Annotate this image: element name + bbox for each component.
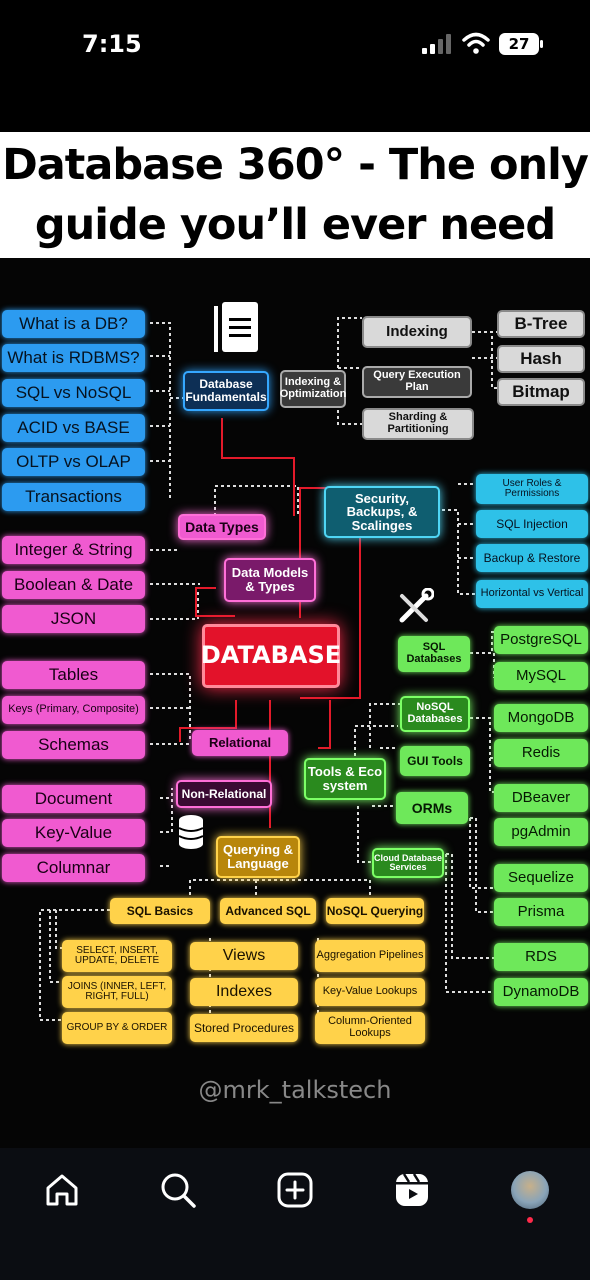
security-item[interactable]: User Roles & Permissions bbox=[476, 474, 588, 504]
sql-databases-node[interactable]: SQL Databases bbox=[398, 636, 470, 672]
battery-tip bbox=[540, 40, 543, 48]
orms-node[interactable]: ORMs bbox=[396, 792, 468, 824]
relational-item[interactable]: Tables bbox=[2, 661, 145, 689]
title-line-2: guide you’ll ever need bbox=[34, 200, 556, 250]
tools-icon bbox=[399, 588, 434, 623]
security-item[interactable]: SQL Injection bbox=[476, 510, 588, 538]
status-time: 7:15 bbox=[82, 30, 142, 58]
security-hub[interactable]: Security, Backups, & Scalinges bbox=[324, 486, 440, 538]
query-heading[interactable]: Advanced SQL bbox=[220, 898, 316, 924]
fundamentals-item[interactable]: SQL vs NoSQL bbox=[2, 379, 145, 407]
database-infographic: What is a DB? What is RDBMS? SQL vs NoSQ… bbox=[0, 258, 590, 1148]
security-item[interactable]: Backup & Restore bbox=[476, 544, 588, 572]
relational-item[interactable]: Schemas bbox=[2, 731, 145, 759]
relational-item[interactable]: Keys (Primary, Composite) bbox=[2, 696, 145, 724]
data-type-item[interactable]: Boolean & Date bbox=[2, 571, 145, 599]
document-icon bbox=[214, 302, 258, 352]
battery-indicator: 27 bbox=[499, 33, 539, 55]
query-item[interactable]: SELECT, INSERT, UPDATE, DELETE bbox=[62, 940, 172, 972]
index-type-item[interactable]: Bitmap bbox=[497, 378, 585, 406]
database-fundamentals-hub[interactable]: Database Fundamentals bbox=[183, 371, 269, 411]
query-item[interactable]: Views bbox=[190, 942, 298, 970]
fundamentals-item[interactable]: ACID vs BASE bbox=[2, 414, 145, 442]
query-heading[interactable]: NoSQL Querying bbox=[326, 898, 424, 924]
wifi-icon bbox=[462, 32, 490, 54]
querying-language-hub[interactable]: Querying & Language bbox=[216, 836, 300, 878]
tool-item[interactable]: pgAdmin bbox=[494, 818, 588, 846]
tool-item[interactable]: RDS bbox=[494, 943, 588, 971]
non-relational-item[interactable]: Document bbox=[2, 785, 145, 813]
query-item[interactable]: Stored Procedures bbox=[190, 1014, 298, 1042]
indexing-optimization-hub[interactable]: Indexing & Optimization bbox=[280, 370, 346, 408]
tool-item[interactable]: DBeaver bbox=[494, 784, 588, 812]
query-item[interactable]: JOINS (INNER, LEFT, RIGHT, FULL) bbox=[62, 976, 172, 1008]
non-relational-item[interactable]: Key-Value bbox=[2, 819, 145, 847]
nav-profile[interactable] bbox=[508, 1168, 552, 1212]
search-icon bbox=[161, 1173, 196, 1208]
nav-home[interactable] bbox=[40, 1168, 84, 1212]
tool-item[interactable]: MongoDB bbox=[494, 704, 588, 732]
bottom-navigation bbox=[0, 1148, 590, 1280]
sharding-node[interactable]: Sharding & Partitioning bbox=[362, 408, 474, 440]
tool-item[interactable]: MySQL bbox=[494, 662, 588, 690]
nav-create[interactable] bbox=[273, 1168, 317, 1212]
fundamentals-item[interactable]: What is RDBMS? bbox=[2, 344, 145, 372]
gui-tools-node[interactable]: GUI Tools bbox=[400, 746, 470, 776]
non-relational-item[interactable]: Columnar bbox=[2, 854, 145, 882]
home-icon bbox=[46, 1174, 78, 1206]
avatar bbox=[511, 1171, 549, 1209]
tools-ecosystem-hub[interactable]: Tools & Eco system bbox=[304, 758, 386, 800]
fundamentals-item[interactable]: Transactions bbox=[2, 483, 145, 511]
query-heading[interactable]: SQL Basics bbox=[110, 898, 210, 924]
data-types-hub[interactable]: Data Types bbox=[178, 514, 266, 540]
data-models-hub[interactable]: Data Models & Types bbox=[224, 558, 316, 602]
relational-hub[interactable]: Relational bbox=[192, 730, 288, 756]
fundamentals-item[interactable]: What is a DB? bbox=[2, 310, 145, 338]
security-item[interactable]: Horizontal vs Vertical bbox=[476, 580, 588, 608]
tool-item[interactable]: Prisma bbox=[494, 898, 588, 926]
nosql-databases-node[interactable]: NoSQL Databases bbox=[400, 696, 470, 732]
cloud-database-node[interactable]: Cloud Database Services bbox=[372, 848, 444, 878]
data-type-item[interactable]: Integer & String bbox=[2, 536, 145, 564]
database-center-hub[interactable]: DATABASE bbox=[201, 624, 341, 688]
index-type-item[interactable]: Hash bbox=[497, 345, 585, 373]
index-type-item[interactable]: B-Tree bbox=[497, 310, 585, 338]
notification-dot bbox=[527, 1217, 533, 1223]
plus-square-icon bbox=[277, 1172, 313, 1208]
tool-item[interactable]: DynamoDB bbox=[494, 978, 588, 1006]
fundamentals-item[interactable]: OLTP vs OLAP bbox=[2, 448, 145, 476]
post-title-band: Database 360° - The only guide you’ll ev… bbox=[0, 132, 590, 258]
tool-item[interactable]: PostgreSQL bbox=[494, 626, 588, 654]
database-stack-icon bbox=[178, 815, 204, 849]
query-item[interactable]: Key-Value Lookups bbox=[315, 978, 425, 1006]
query-item[interactable]: Aggregation Pipelines bbox=[315, 940, 425, 972]
signal-icon bbox=[422, 34, 451, 54]
query-item[interactable]: Indexes bbox=[190, 978, 298, 1006]
query-execution-plan-node[interactable]: Query Execution Plan bbox=[362, 366, 472, 398]
nav-search[interactable] bbox=[156, 1168, 200, 1212]
query-item[interactable]: GROUP BY & ORDER bbox=[62, 1012, 172, 1044]
non-relational-hub[interactable]: Non-Relational bbox=[176, 780, 272, 808]
tool-item[interactable]: Sequelize bbox=[494, 864, 588, 892]
status-bar: 7:15 27 bbox=[0, 0, 590, 100]
title-line-1: Database 360° - The only bbox=[2, 140, 589, 190]
data-type-item[interactable]: JSON bbox=[2, 605, 145, 633]
indexing-node[interactable]: Indexing bbox=[362, 316, 472, 348]
nav-reels[interactable] bbox=[390, 1168, 434, 1212]
reels-icon bbox=[396, 1173, 428, 1206]
tool-item[interactable]: Redis bbox=[494, 739, 588, 767]
author-credit: @mrk_talkstech bbox=[198, 1076, 392, 1104]
query-item[interactable]: Column-Oriented Lookups bbox=[315, 1012, 425, 1044]
